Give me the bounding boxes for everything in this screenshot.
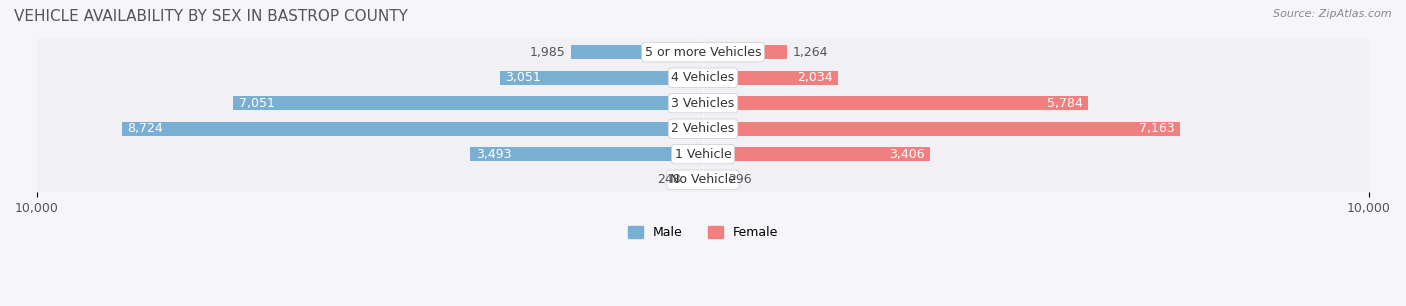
Bar bbox=[122, 122, 703, 136]
Text: 8,724: 8,724 bbox=[128, 122, 163, 135]
Bar bbox=[233, 96, 703, 110]
Text: 3 Vehicles: 3 Vehicles bbox=[672, 97, 734, 110]
Text: 2 Vehicles: 2 Vehicles bbox=[672, 122, 734, 135]
Text: 3,051: 3,051 bbox=[505, 71, 541, 84]
Text: 1,264: 1,264 bbox=[793, 46, 828, 59]
Bar bbox=[471, 147, 703, 161]
Text: 2,034: 2,034 bbox=[797, 71, 834, 84]
Bar bbox=[37, 39, 1369, 65]
Text: 4 Vehicles: 4 Vehicles bbox=[672, 71, 734, 84]
Bar bbox=[37, 116, 1369, 141]
Bar bbox=[37, 167, 1369, 192]
Text: 1,985: 1,985 bbox=[530, 46, 565, 59]
Text: No Vehicle: No Vehicle bbox=[671, 173, 735, 186]
Text: 7,051: 7,051 bbox=[239, 97, 274, 110]
Bar bbox=[571, 45, 703, 59]
Text: 296: 296 bbox=[728, 173, 752, 186]
Text: 5,784: 5,784 bbox=[1047, 97, 1083, 110]
Bar bbox=[703, 122, 1180, 136]
Text: 1 Vehicle: 1 Vehicle bbox=[675, 148, 731, 161]
Text: 5 or more Vehicles: 5 or more Vehicles bbox=[645, 46, 761, 59]
Text: Source: ZipAtlas.com: Source: ZipAtlas.com bbox=[1274, 9, 1392, 19]
Bar bbox=[499, 71, 703, 85]
Bar bbox=[703, 96, 1088, 110]
Text: VEHICLE AVAILABILITY BY SEX IN BASTROP COUNTY: VEHICLE AVAILABILITY BY SEX IN BASTROP C… bbox=[14, 9, 408, 24]
Bar bbox=[686, 173, 703, 187]
Legend: Male, Female: Male, Female bbox=[623, 221, 783, 244]
Bar bbox=[703, 71, 838, 85]
Bar bbox=[703, 147, 929, 161]
Text: 3,406: 3,406 bbox=[889, 148, 925, 161]
Bar bbox=[37, 91, 1369, 116]
Text: 248: 248 bbox=[658, 173, 681, 186]
Text: 3,493: 3,493 bbox=[475, 148, 512, 161]
Text: 7,163: 7,163 bbox=[1139, 122, 1175, 135]
Bar bbox=[37, 65, 1369, 91]
Bar bbox=[37, 141, 1369, 167]
Bar bbox=[703, 45, 787, 59]
Bar bbox=[703, 173, 723, 187]
